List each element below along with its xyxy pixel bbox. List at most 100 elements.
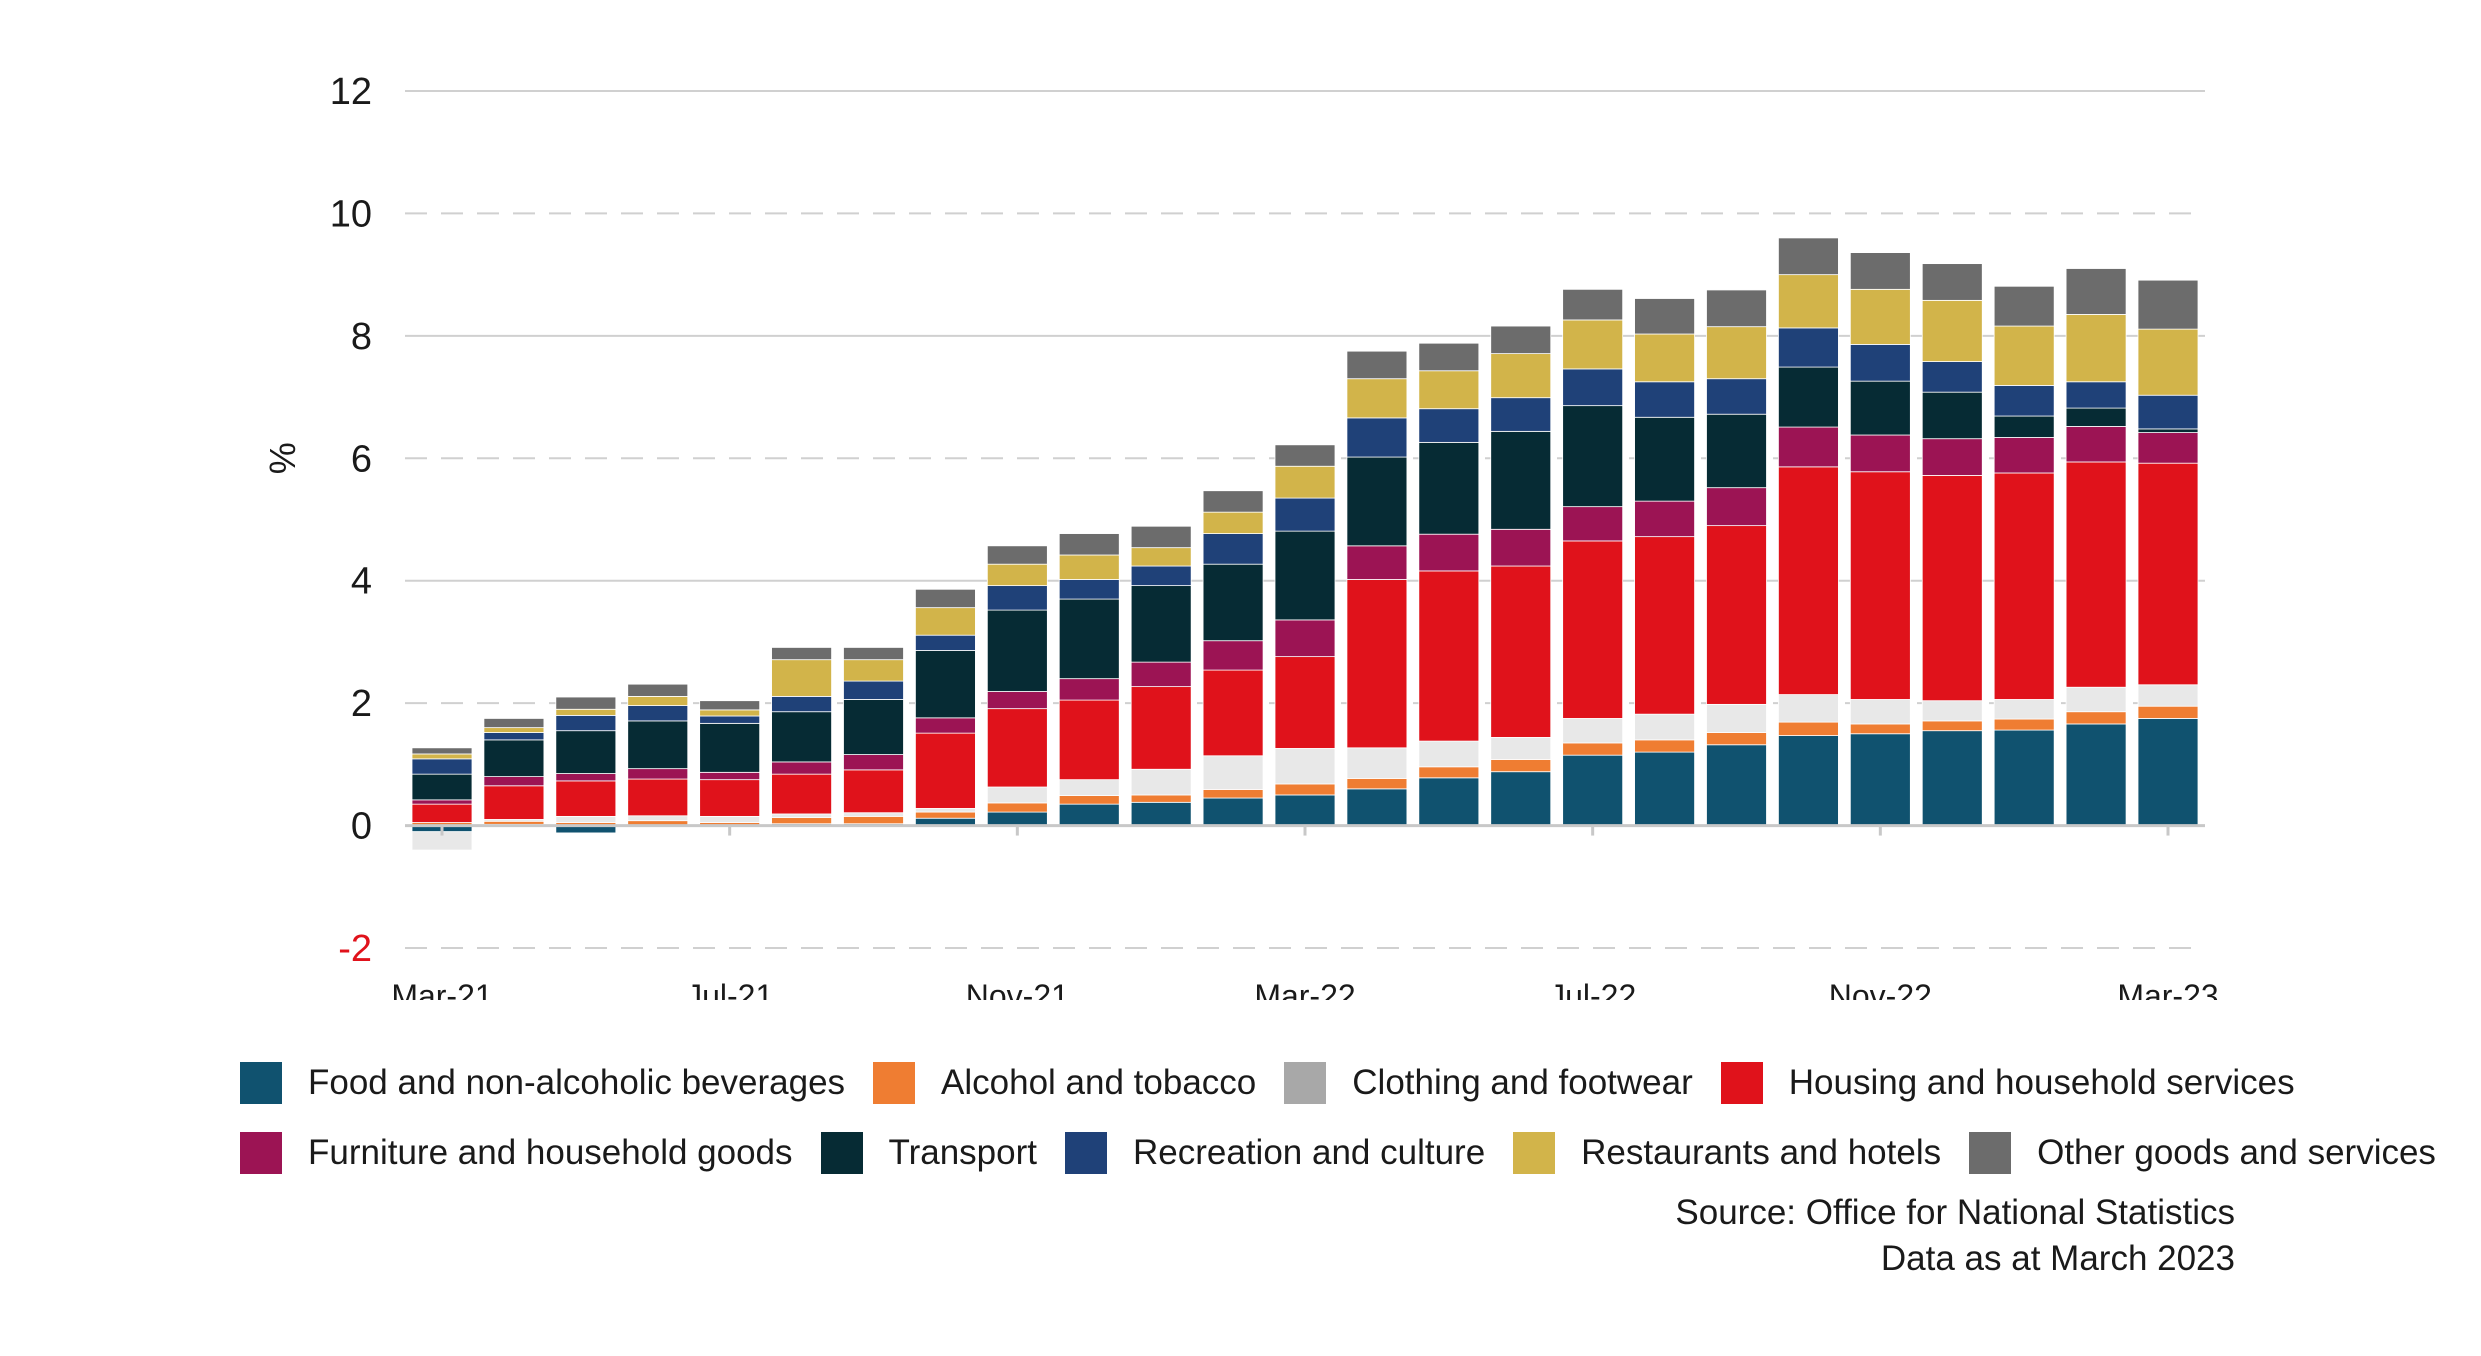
legend-item: Food and non-alcoholic beverages — [240, 1062, 845, 1104]
bar-segment — [2137, 705, 2199, 719]
y-tick-label: 2 — [351, 683, 372, 725]
bar-segment — [1778, 735, 1839, 826]
data-date-line: Data as at March 2023 — [1880, 1239, 2235, 1278]
bar-segment — [1418, 740, 1480, 768]
bar-segment — [915, 811, 976, 819]
bar-segment — [1634, 713, 1695, 741]
bar-segment — [1849, 471, 1911, 700]
bar-segment — [1634, 333, 1695, 383]
bar-segment — [555, 708, 617, 716]
bar-segment — [555, 815, 617, 823]
x-tick-label: Nov-22 — [1829, 978, 1932, 1000]
bar-segment — [1849, 434, 1911, 473]
y-tick-label: 6 — [351, 438, 372, 480]
legend-row: Food and non-alcoholic beverages Alcohol … — [240, 1062, 2323, 1104]
bar-segment — [1634, 298, 1695, 335]
bar-segment — [915, 607, 976, 636]
bar-segment — [1490, 759, 1552, 773]
bar-segment — [1490, 325, 1552, 355]
bar-segment — [915, 732, 976, 809]
bar-segment — [1058, 803, 1120, 826]
bar-segment — [1130, 794, 1192, 803]
x-tick-label: Nov-21 — [966, 978, 1069, 1000]
legend-item: Housing and household services — [1720, 1062, 2295, 1104]
legend-item: Transport — [820, 1132, 1037, 1174]
bar-segment — [555, 773, 617, 782]
bar-segment — [1921, 361, 1983, 393]
bar-segment — [1993, 415, 2055, 438]
bar-segment — [483, 820, 545, 825]
bar-segment — [1202, 797, 1264, 826]
bar-segment — [699, 709, 761, 717]
bar-segment — [483, 739, 545, 777]
bar-segment — [2137, 279, 2199, 330]
bar-segment — [1993, 472, 2055, 700]
bar-segment — [1706, 487, 1767, 527]
bar-segment — [1634, 751, 1695, 826]
bar-segment — [1274, 530, 1336, 621]
legend-swatch — [873, 1062, 916, 1104]
bar-segment — [1058, 554, 1120, 580]
bar-segment — [1921, 299, 1983, 362]
bar-segment — [1921, 263, 1983, 301]
bar-segment — [699, 815, 761, 823]
bar-segment — [1130, 801, 1192, 826]
legend-label: Food and non-alcoholic beverages — [308, 1063, 846, 1102]
legend-row: Furniture and household goods Transport Re… — [240, 1132, 2464, 1174]
bar-segment — [1490, 528, 1552, 567]
legend-label: Clothing and footwear — [1352, 1063, 1693, 1102]
bar-segment — [411, 773, 473, 801]
bar-segment — [1634, 381, 1695, 418]
bar-segment — [1274, 444, 1336, 467]
y-tick-label: 12 — [330, 71, 372, 113]
bar-segment — [483, 785, 545, 820]
bar-segment — [1778, 721, 1839, 736]
bar-segment — [1778, 694, 1839, 723]
bar-segment — [843, 680, 904, 700]
bar-segment — [1490, 397, 1552, 432]
bar-segment — [1346, 378, 1408, 419]
bar-segment — [555, 730, 617, 774]
bar-segment — [771, 659, 832, 697]
bar-segment — [986, 563, 1048, 587]
bar-segment — [555, 780, 617, 817]
bar-segment — [411, 803, 473, 823]
legend-item: Clothing and footwear — [1284, 1062, 1693, 1104]
bar-segment — [1418, 570, 1480, 742]
bar-segment — [483, 727, 545, 733]
bar-segment — [411, 758, 473, 775]
bar-segment — [1130, 547, 1192, 567]
bar-segment — [1058, 579, 1120, 600]
bar-segment — [915, 650, 976, 719]
legend-swatch — [1284, 1062, 1327, 1104]
y-tick-label: -2 — [338, 928, 372, 970]
bar-segment — [2065, 686, 2127, 713]
bar-segment — [1921, 700, 1983, 722]
bar-segment — [1993, 325, 2055, 386]
bar-segment — [2065, 426, 2127, 463]
bar-segment — [843, 659, 904, 682]
legend-item: Alcohol and tobacco — [873, 1062, 1256, 1104]
bar-segment — [1346, 778, 1408, 790]
bar-segment — [699, 700, 761, 711]
bar-segment — [1418, 441, 1480, 535]
bar-segment — [771, 817, 832, 825]
bar-segment — [1706, 525, 1767, 705]
bar-segment — [699, 771, 761, 781]
bar-segment — [2065, 407, 2127, 427]
bar-segment — [483, 718, 545, 729]
bar-segment — [2065, 711, 2127, 725]
bar-segment — [2137, 394, 2199, 430]
bar-segment — [1130, 525, 1192, 549]
bar-segment — [1418, 533, 1480, 572]
bar-segment — [1634, 739, 1695, 753]
bar-segment — [2137, 428, 2199, 433]
legend-label: Alcohol and tobacco — [941, 1063, 1257, 1102]
bar-segment — [843, 815, 904, 825]
bar-segment — [2065, 314, 2127, 383]
bar-segment — [771, 696, 832, 713]
bar-segment — [555, 714, 617, 732]
bar-segment — [2065, 268, 2127, 315]
bar-segment — [1562, 742, 1624, 756]
bar-segment — [1634, 536, 1695, 715]
